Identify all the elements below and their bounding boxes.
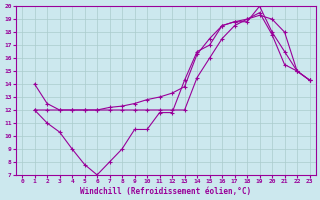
X-axis label: Windchill (Refroidissement éolien,°C): Windchill (Refroidissement éolien,°C)	[80, 187, 252, 196]
